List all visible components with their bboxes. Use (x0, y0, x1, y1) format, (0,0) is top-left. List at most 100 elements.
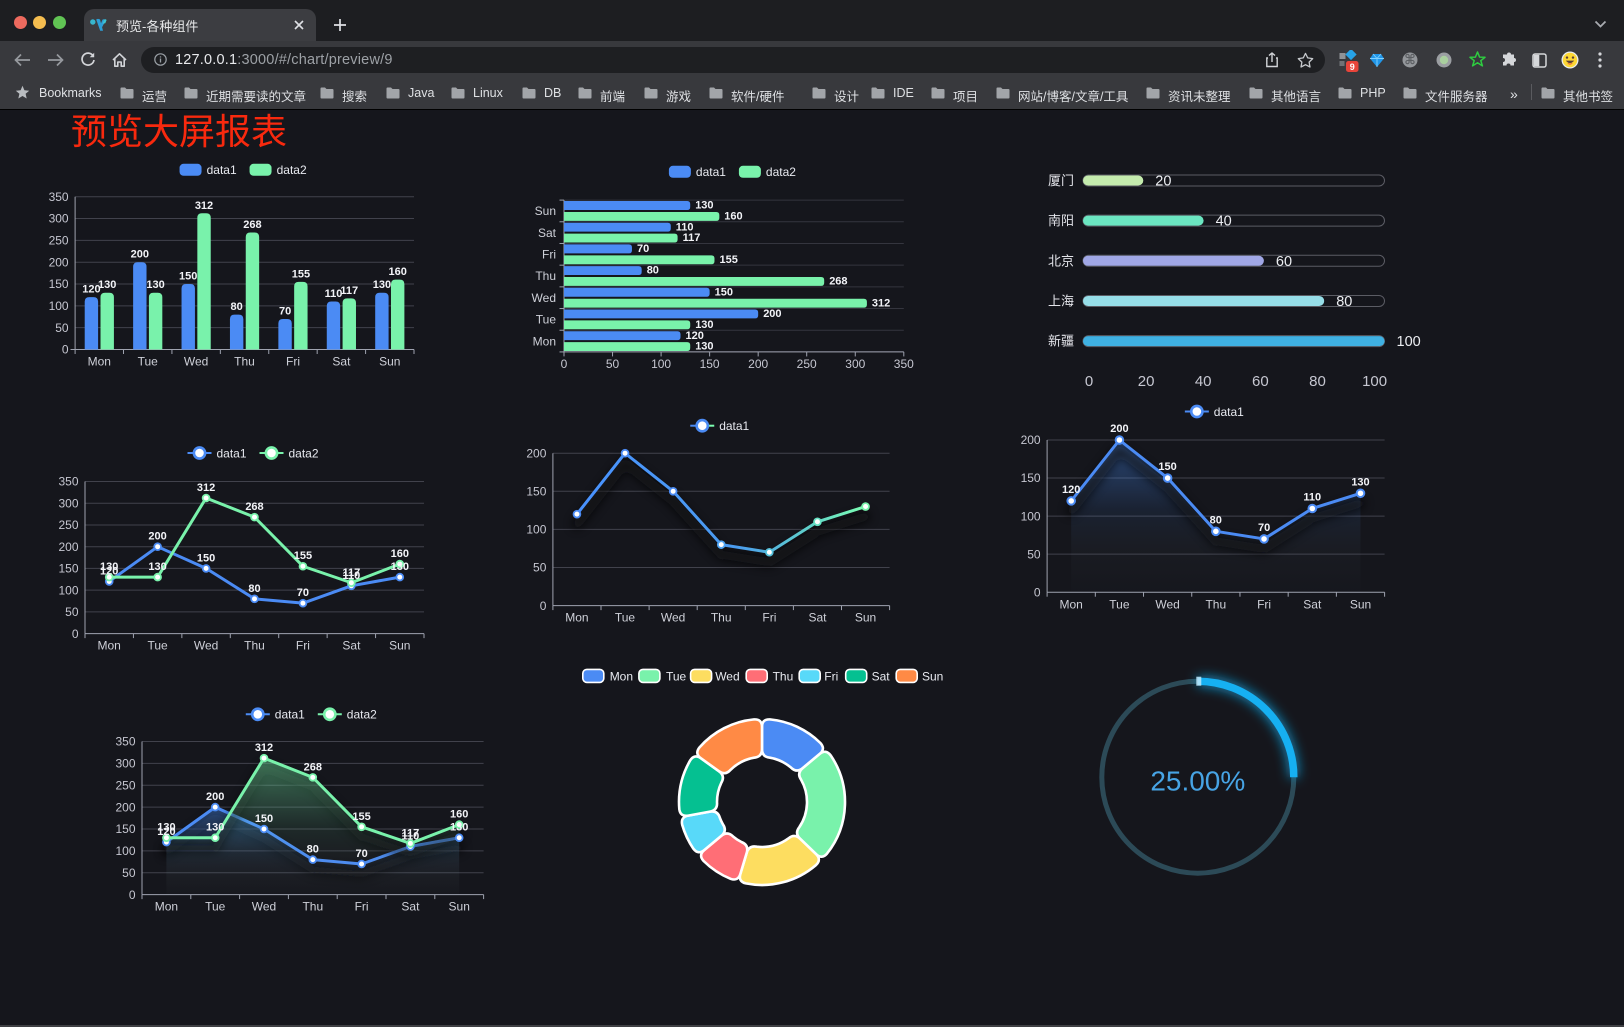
svg-text:117: 117 (343, 567, 361, 579)
svg-text:150: 150 (526, 485, 546, 499)
svg-text:100: 100 (49, 299, 69, 313)
svg-text:厦门: 厦门 (1048, 173, 1074, 188)
svg-text:250: 250 (115, 778, 135, 792)
svg-text:50: 50 (533, 561, 547, 575)
svg-text:150: 150 (115, 822, 135, 836)
svg-text:北京: 北京 (1048, 253, 1074, 268)
svg-text:Wed: Wed (252, 900, 276, 914)
svg-text:150: 150 (58, 562, 78, 576)
svg-text:预览大屏报表: 预览大屏报表 (71, 111, 287, 152)
svg-text:Mon: Mon (88, 354, 111, 368)
svg-text:data2: data2 (347, 708, 377, 722)
svg-text:150: 150 (179, 271, 197, 283)
svg-text:data1: data1 (207, 163, 237, 177)
svg-text:9: 9 (1350, 62, 1355, 72)
svg-text:60: 60 (1252, 373, 1269, 390)
svg-text:50: 50 (55, 321, 69, 335)
svg-text:70: 70 (1258, 522, 1270, 534)
svg-text:200: 200 (131, 249, 149, 261)
svg-text:Thu: Thu (773, 669, 794, 683)
svg-text:130: 130 (695, 341, 713, 353)
svg-text:Mon: Mon (565, 611, 588, 625)
svg-text:80: 80 (1210, 514, 1222, 526)
svg-text:20: 20 (1138, 373, 1155, 390)
svg-text:40: 40 (1195, 373, 1212, 390)
svg-text:80: 80 (248, 583, 260, 595)
svg-text:Tue: Tue (1109, 597, 1130, 611)
svg-text:0: 0 (1034, 585, 1041, 599)
svg-text:130: 130 (391, 561, 409, 573)
svg-text:Fri: Fri (824, 669, 838, 683)
svg-text:Tue: Tue (536, 313, 557, 327)
svg-text:data2: data2 (277, 163, 307, 177)
svg-text:350: 350 (58, 475, 78, 489)
svg-text:100: 100 (58, 583, 78, 597)
svg-text:Fri: Fri (286, 354, 300, 368)
svg-text:Wed: Wed (184, 354, 208, 368)
svg-text:Fri: Fri (1257, 597, 1271, 611)
svg-text:200: 200 (763, 308, 781, 320)
svg-text:130: 130 (373, 279, 391, 291)
svg-text:Tue: Tue (138, 354, 159, 368)
svg-text:Wed: Wed (1155, 597, 1179, 611)
svg-text:110: 110 (343, 570, 361, 582)
svg-text:0: 0 (561, 357, 568, 371)
svg-text:Sun: Sun (855, 611, 876, 625)
svg-text:155: 155 (294, 550, 312, 562)
svg-text:312: 312 (195, 200, 213, 212)
svg-text:Mon: Mon (98, 638, 121, 652)
svg-text:0: 0 (129, 888, 136, 902)
svg-text:130: 130 (450, 822, 468, 834)
svg-text:117: 117 (340, 285, 358, 297)
svg-text:Tue: Tue (615, 611, 636, 625)
svg-text:Sat: Sat (332, 354, 351, 368)
svg-text:80: 80 (647, 265, 659, 277)
svg-text:Sun: Sun (1350, 597, 1371, 611)
svg-text:50: 50 (606, 357, 620, 371)
svg-text:Thu: Thu (244, 638, 265, 652)
svg-text:312: 312 (872, 297, 890, 309)
svg-text:80: 80 (1309, 373, 1326, 390)
svg-text:150: 150 (49, 277, 69, 291)
svg-text:110: 110 (402, 831, 420, 843)
svg-text:160: 160 (391, 548, 409, 560)
svg-text:Mon: Mon (533, 334, 556, 348)
svg-text:Thu: Thu (711, 611, 732, 625)
svg-text:Sat: Sat (872, 669, 891, 683)
svg-text:50: 50 (122, 866, 136, 880)
svg-text:Sat: Sat (342, 638, 361, 652)
svg-text:Thu: Thu (535, 269, 556, 283)
svg-text:110: 110 (325, 288, 343, 300)
svg-text:160: 160 (724, 211, 742, 223)
svg-text:130: 130 (146, 279, 164, 291)
svg-text:新疆: 新疆 (1048, 334, 1074, 349)
svg-text:Sun: Sun (535, 204, 556, 218)
svg-text:Mon: Mon (610, 669, 633, 683)
svg-text:Tue: Tue (205, 900, 226, 914)
svg-text:268: 268 (304, 761, 322, 773)
svg-text:50: 50 (1027, 547, 1041, 561)
svg-text:120: 120 (157, 826, 175, 838)
svg-text:100: 100 (651, 357, 671, 371)
svg-text:data1: data1 (696, 165, 726, 179)
svg-text:150: 150 (1158, 461, 1176, 473)
svg-text:Sun: Sun (449, 900, 470, 914)
svg-text:155: 155 (292, 268, 310, 280)
svg-text:160: 160 (389, 266, 407, 278)
svg-text:60: 60 (1276, 254, 1292, 270)
svg-text:70: 70 (297, 587, 309, 599)
svg-text:Fri: Fri (762, 611, 776, 625)
svg-text:200: 200 (115, 800, 135, 814)
svg-text:50: 50 (65, 605, 79, 619)
svg-text:150: 150 (715, 286, 733, 298)
svg-text:40: 40 (1216, 214, 1232, 230)
svg-text:80: 80 (230, 301, 242, 313)
svg-text:70: 70 (279, 305, 291, 317)
svg-text:0: 0 (62, 343, 69, 357)
svg-text:312: 312 (197, 482, 215, 494)
svg-text:150: 150 (1021, 471, 1041, 485)
svg-text:268: 268 (243, 219, 261, 231)
svg-text:130: 130 (148, 561, 166, 573)
svg-text:300: 300 (58, 496, 78, 510)
svg-text:200: 200 (49, 255, 69, 269)
